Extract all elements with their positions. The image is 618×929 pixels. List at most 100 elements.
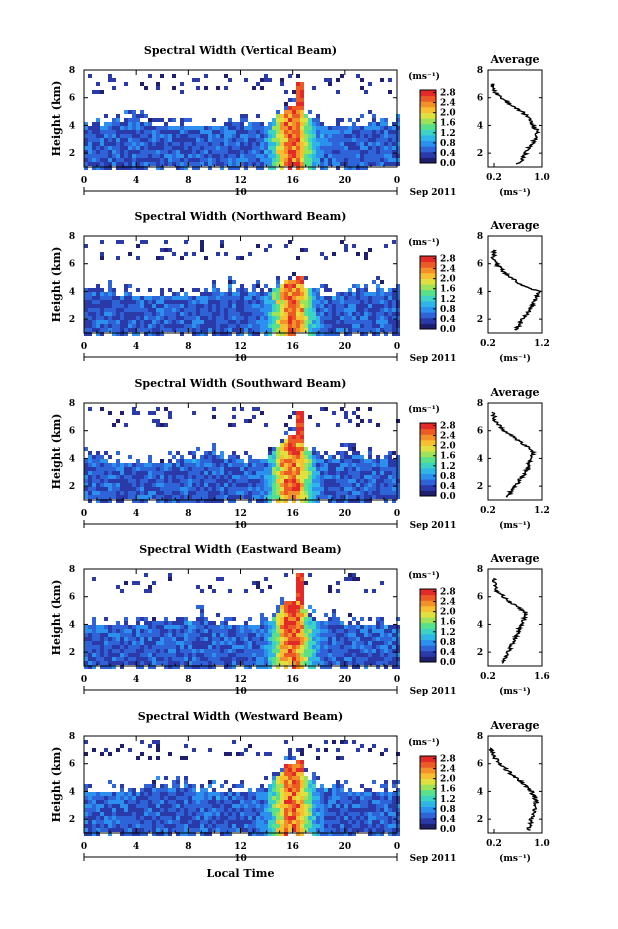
heatmap-cell [116,146,120,150]
heatmap-cell [148,471,152,475]
heatmap-cell [240,312,244,316]
heatmap-cell [240,471,244,475]
heatmap-cell [160,150,164,154]
colorbar-unit: (ms⁻¹) [408,71,440,82]
heatmap-cell [360,126,364,130]
heatmap-cell [284,463,288,467]
heatmap-cell [180,495,184,499]
heatmap-cell [300,645,304,649]
heatmap-cell [216,577,220,581]
heatmap-cell [388,649,392,653]
heatmap-cell [120,308,124,312]
heatmap-cell [120,657,124,661]
heatmap-cell [156,637,160,641]
heatmap-cell [132,487,136,491]
heatmap-cell [180,142,184,146]
heatmap-cell [204,130,208,134]
heatmap-cell [120,300,124,304]
heatmap-cell [168,308,172,312]
heatmap-cell [180,463,184,467]
heatmap-cell [160,248,164,252]
heatmap-cell [284,154,288,158]
heatmap-cell [388,455,392,459]
heatmap-cell [92,649,96,653]
heatmap-cell [192,792,196,796]
heatmap-cell [256,471,260,475]
heatmap-cell [360,142,364,146]
heatmap-cell [276,605,280,609]
heatmap-cell [136,665,140,669]
heatmap-cell [156,332,160,336]
heatmap-cell [392,288,396,292]
heatmap-cell [112,649,116,653]
heatmap-cell [144,625,148,629]
heatmap-cell [116,312,120,316]
heatmap-cell [120,633,124,637]
heatmap-cell [340,491,344,495]
heatmap-cell [264,248,268,252]
heatmap-cell [148,475,152,479]
heatmap-cell [260,657,264,661]
heatmap-cell [156,467,160,471]
heatmap-cell [308,308,312,312]
heatmap-cell [372,459,376,463]
heatmap-cell [376,495,380,499]
heatmap-cell [280,122,284,126]
colorbar-swatch [420,645,436,652]
heatmap-cell [216,828,220,832]
heatmap-cell [128,808,132,812]
profile-frame [487,69,543,168]
heatmap-cell [300,126,304,130]
heatmap-cell [124,800,128,804]
colorbar: 0.00.40.81.21.62.02.42.8 [419,89,456,169]
heatmap-cell [112,495,116,499]
heatmap-cell [344,146,348,150]
heatmap-cell [280,162,284,166]
x-tick-label: 0 [394,342,400,352]
heatmap-cell [220,158,224,162]
heatmap-cell [272,637,276,641]
heatmap-cell [344,312,348,316]
heatmap-cell [140,82,144,86]
heatmap-cell [308,605,312,609]
heatmap-cell [152,796,156,800]
colorbar-swatch [420,123,436,130]
colorbar-swatch [420,423,436,430]
heatmap-cell [96,300,100,304]
heatmap-cell [332,625,336,629]
heatmap-cell [100,455,104,459]
heatmap-cell [156,756,160,760]
colorbar-swatch [420,473,436,480]
heatmap-cell [144,166,148,170]
heatmap-cell [192,479,196,483]
x-tick-label: 4 [133,675,139,685]
heatmap-cell [148,126,152,130]
heatmap-cell [104,126,108,130]
heatmap-cell [132,411,136,415]
heatmap-cell [264,499,268,503]
heatmap-cell [232,475,236,479]
heatmap-cell [124,661,128,665]
heatmap-cell [380,463,384,467]
heatmap-cell [348,320,352,324]
heatmap-cell [172,154,176,158]
heatmap-cell [84,312,88,316]
heatmap-cell [192,162,196,166]
heatmap-cell [284,316,288,320]
heatmap-cell [320,649,324,653]
heatmap-cell [104,154,108,158]
heatmap-cell [300,601,304,605]
heatmap-cell [236,142,240,146]
heatmap-cell [256,304,260,308]
heatmap-cell [384,649,388,653]
heatmap-cell [280,629,284,633]
heatmap-cell [360,288,364,292]
heatmap-cell [376,491,380,495]
heatmap-cell [100,162,104,166]
heatmap-cell [100,824,104,828]
heatmap-cell [284,625,288,629]
heatmap-cell [300,613,304,617]
heatmap-cell [288,653,292,657]
heatmap-cell [264,487,268,491]
heatmap-cell [332,455,336,459]
